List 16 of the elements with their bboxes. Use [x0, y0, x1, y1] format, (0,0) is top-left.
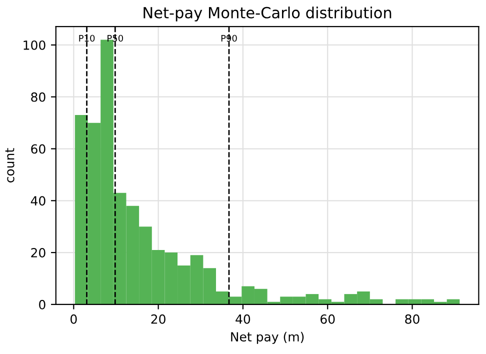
- y-tick-label: 20: [31, 248, 46, 258]
- y-axis-title: count: [5, 148, 14, 182]
- x-tick-label: 20: [151, 314, 166, 324]
- y-tick-label: 80: [31, 92, 46, 102]
- x-tick-label: 60: [320, 314, 335, 324]
- chart-title: Net-pay Monte-Carlo distribution: [144, 6, 392, 22]
- x-tick-label: 0: [70, 314, 77, 324]
- y-tick-label: 100: [24, 40, 46, 50]
- x-axis-title: Net pay (m): [231, 332, 304, 344]
- x-tick-label: 80: [405, 314, 420, 324]
- y-tick-label: 60: [31, 144, 46, 154]
- y-tick-label: 40: [30, 196, 46, 206]
- y-tick-label: 0: [39, 300, 46, 310]
- ref-line-label: P50: [108, 34, 124, 42]
- ref-line-label: P90: [221, 34, 237, 42]
- x-tick-label: 40: [236, 314, 250, 324]
